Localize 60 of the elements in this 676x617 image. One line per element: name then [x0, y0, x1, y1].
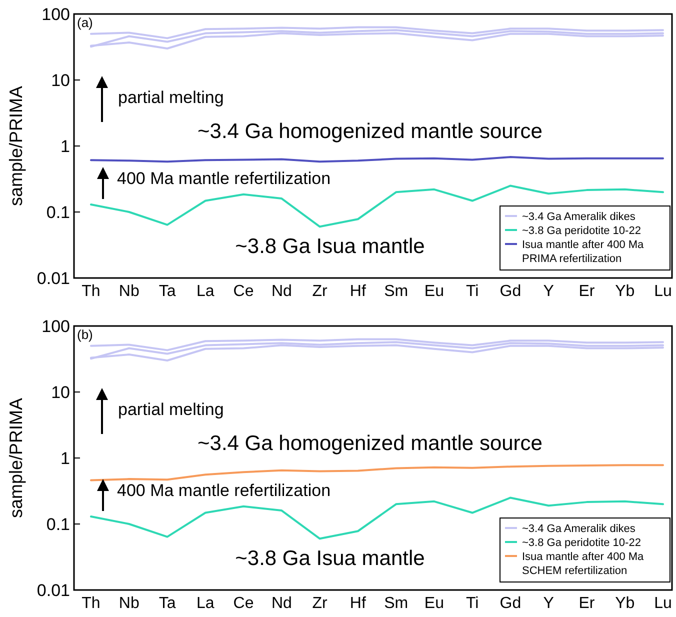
- y-axis-title: sample/PRIMA: [6, 86, 26, 206]
- x-tick-label: Lu: [654, 595, 672, 612]
- x-tick-label: Yb: [615, 283, 635, 300]
- x-tick-label: Nb: [118, 595, 140, 612]
- x-tick-label: Zr: [312, 595, 328, 612]
- x-tick-label: Th: [82, 595, 100, 612]
- x-tick-label: Ti: [466, 595, 479, 612]
- legend-label: ~3.4 Ga Ameralik dikes: [522, 211, 636, 223]
- y-tick-label: 0.01: [36, 580, 70, 600]
- x-tick-label: Nb: [118, 283, 140, 300]
- y-tick-label: 0.01: [36, 268, 70, 288]
- legend-label: Isua mantle after 400 Ma PRIMA refertilization: [522, 239, 645, 265]
- x-tick-label: Eu: [424, 595, 444, 612]
- x-tick-label: Ta: [158, 283, 176, 300]
- annotation: 400 Ma mantle refertilization: [117, 481, 331, 500]
- y-axis-title: sample/PRIMA: [6, 398, 26, 518]
- x-tick-label: Ce: [233, 595, 254, 612]
- x-tick-label: Ta: [158, 595, 176, 612]
- y-tick-label: 10: [51, 382, 70, 402]
- x-tick-label: Yb: [615, 595, 635, 612]
- x-tick-label: Zr: [312, 283, 328, 300]
- y-tick-label: 10: [51, 70, 70, 90]
- x-tick-label: Hf: [350, 283, 366, 300]
- annotation: (b): [77, 327, 93, 342]
- y-tick-label: 0.1: [46, 514, 70, 534]
- annotation: (a): [77, 15, 93, 30]
- annotation: partial melting: [118, 88, 224, 107]
- x-tick-label: Lu: [654, 283, 672, 300]
- legend-label: ~3.8 Ga peridotite 10-22: [522, 225, 641, 237]
- x-tick-label: Sm: [384, 595, 408, 612]
- x-tick-label: La: [196, 595, 214, 612]
- annotation: 400 Ma mantle refertilization: [117, 169, 331, 188]
- x-tick-label: Gd: [500, 283, 522, 300]
- annotation: ~3.8 Ga Isua mantle: [235, 235, 425, 258]
- annotation: ~3.4 Ga homogenized mantle source: [198, 120, 542, 143]
- x-tick-label: Nd: [271, 595, 292, 612]
- x-tick-label: Y: [543, 283, 554, 300]
- x-tick-label: Sm: [384, 283, 408, 300]
- x-tick-label: Er: [578, 595, 596, 612]
- x-tick-label: La: [196, 283, 214, 300]
- annotation: ~3.8 Ga Isua mantle: [235, 547, 425, 570]
- legend-label: ~3.8 Ga peridotite 10-22: [522, 537, 641, 549]
- x-tick-label: Ce: [233, 283, 254, 300]
- y-tick-label: 100: [42, 316, 70, 336]
- x-tick-label: Th: [82, 283, 100, 300]
- legend-label: Isua mantle after 400 Ma SCHEM refertilization: [522, 551, 645, 577]
- x-tick-label: Er: [578, 283, 596, 300]
- legend-label: ~3.4 Ga Ameralik dikes: [522, 523, 636, 535]
- x-tick-label: Gd: [500, 595, 522, 612]
- y-tick-label: 1: [60, 136, 70, 156]
- y-tick-label: 0.1: [46, 202, 70, 222]
- y-tick-label: 1: [60, 448, 70, 468]
- y-tick-label: 100: [42, 4, 70, 24]
- annotation: partial melting: [118, 400, 224, 419]
- annotation: ~3.4 Ga homogenized mantle source: [198, 432, 542, 455]
- x-tick-label: Hf: [350, 595, 366, 612]
- x-tick-label: Ti: [466, 283, 479, 300]
- x-tick-label: Nd: [271, 283, 292, 300]
- x-tick-label: Eu: [424, 283, 444, 300]
- x-tick-label: Y: [543, 595, 554, 612]
